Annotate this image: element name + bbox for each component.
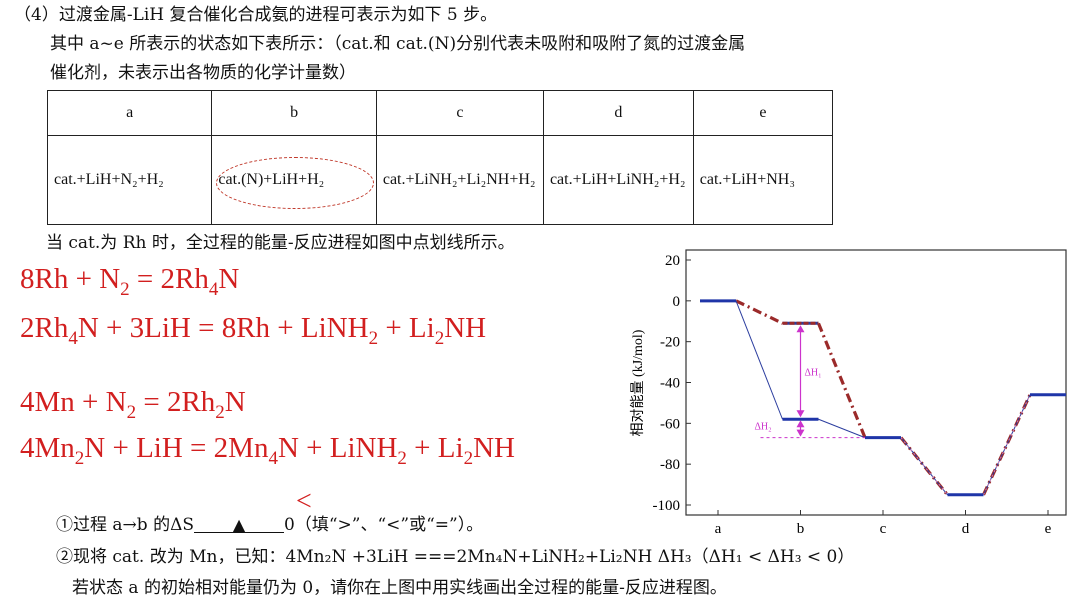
y-tick-label: 20: [665, 253, 680, 269]
answer-blank: ▲: [194, 514, 284, 534]
header-c: c: [375, 90, 544, 136]
x-tick-label: d: [962, 521, 970, 537]
y-tick-label: -20: [660, 335, 680, 351]
cell-a: cat.+LiH+N₂+H₂: [46, 135, 213, 225]
dotted-overlay-segment: [983, 394, 1031, 496]
equation-2: 2Rh4N + 3LiH = 8Rh + LiNH2 + Li2NH: [20, 312, 487, 349]
x-tick-label: a: [715, 521, 722, 537]
states-table: a b c d e cat.+LiH+N₂+H₂ cat.(N)+LiH+H₂ …: [46, 90, 834, 225]
dotted-overlay-segment: [900, 437, 948, 496]
solid-series-segment: [818, 418, 866, 439]
delta-h1-label: ΔH₁: [805, 367, 822, 378]
y-tick-label: -100: [653, 498, 681, 514]
x-tick-label: c: [880, 521, 887, 537]
y-axis-label: 相对能量 (kJ/mol): [630, 329, 646, 436]
intro-line-1: （4）过渡金属-LiH 复合催化合成氨的进程可表示为如下 5 步。: [14, 5, 498, 25]
cell-c: cat.+LiNH₂+Li₂NH+H₂: [375, 135, 544, 225]
header-e: e: [692, 90, 834, 136]
y-tick-label: -40: [660, 376, 680, 392]
equation-4: 4Mn2N + LiH = 2Mn4N + LiNH2 + Li2NH: [20, 432, 515, 469]
equation-3: 4Mn + N2 = 2Rh2N: [20, 386, 246, 423]
plot-frame: [685, 249, 1067, 516]
y-tick-label: 0: [673, 294, 681, 310]
x-tick-label: e: [1045, 521, 1052, 537]
delta-h2-label: ΔH₂: [755, 421, 772, 432]
highlight-ellipse: [216, 157, 374, 209]
intro-line-3: 催化剂，未表示出各物质的化学计量数）: [50, 63, 356, 83]
header-b: b: [211, 90, 377, 136]
solid-series-segment: [735, 300, 783, 420]
header-a: a: [46, 90, 213, 136]
delta-h2-arrowhead: [796, 429, 805, 437]
rh-series-segment: [817, 322, 867, 439]
delta-h2-arrowhead: [796, 420, 805, 428]
question-3: 若状态 a 的初始相对能量仍为 0，请你在上图中用实线画出全过程的能量-反应进程…: [72, 578, 727, 598]
header-d: d: [542, 90, 694, 136]
handwritten-answer: <: [296, 486, 312, 517]
question-1: ①过程 a→b 的ΔS ▲ 0（填“>”、“<”或“=”）。: [56, 514, 484, 535]
energy-diagram: 20 0 -20 -40 -60 -80 -100 a b c d e ΔH₁ ΔH₂ 相对能量 (k…: [630, 249, 1067, 537]
delta-h1-arrowhead: [796, 410, 805, 418]
y-tick-label: -60: [660, 416, 680, 432]
cell-e: cat.+LiH+NH₃: [692, 135, 834, 225]
rh-note: 当 cat.为 Rh 时，全过程的能量-反应进程如图中点划线所示。: [46, 233, 515, 253]
cell-d: cat.+LiH+LiNH₂+H₂: [542, 135, 694, 225]
question-2: ②现将 cat. 改为 Mn，已知：4Mn₂N +3LiH ===2Mn₄N+L…: [56, 547, 855, 567]
rh-series-segment: [735, 299, 784, 325]
delta-h1-arrowhead: [796, 325, 805, 333]
equation-1: 8Rh + N2 = 2Rh4N: [20, 263, 240, 300]
y-tick-label: -80: [660, 457, 680, 473]
x-tick-label: b: [797, 521, 805, 537]
intro-line-2: 其中 a~e 所表示的状态如下表所示：（cat.和 cat.(N)分别代表未吸附…: [50, 34, 746, 54]
